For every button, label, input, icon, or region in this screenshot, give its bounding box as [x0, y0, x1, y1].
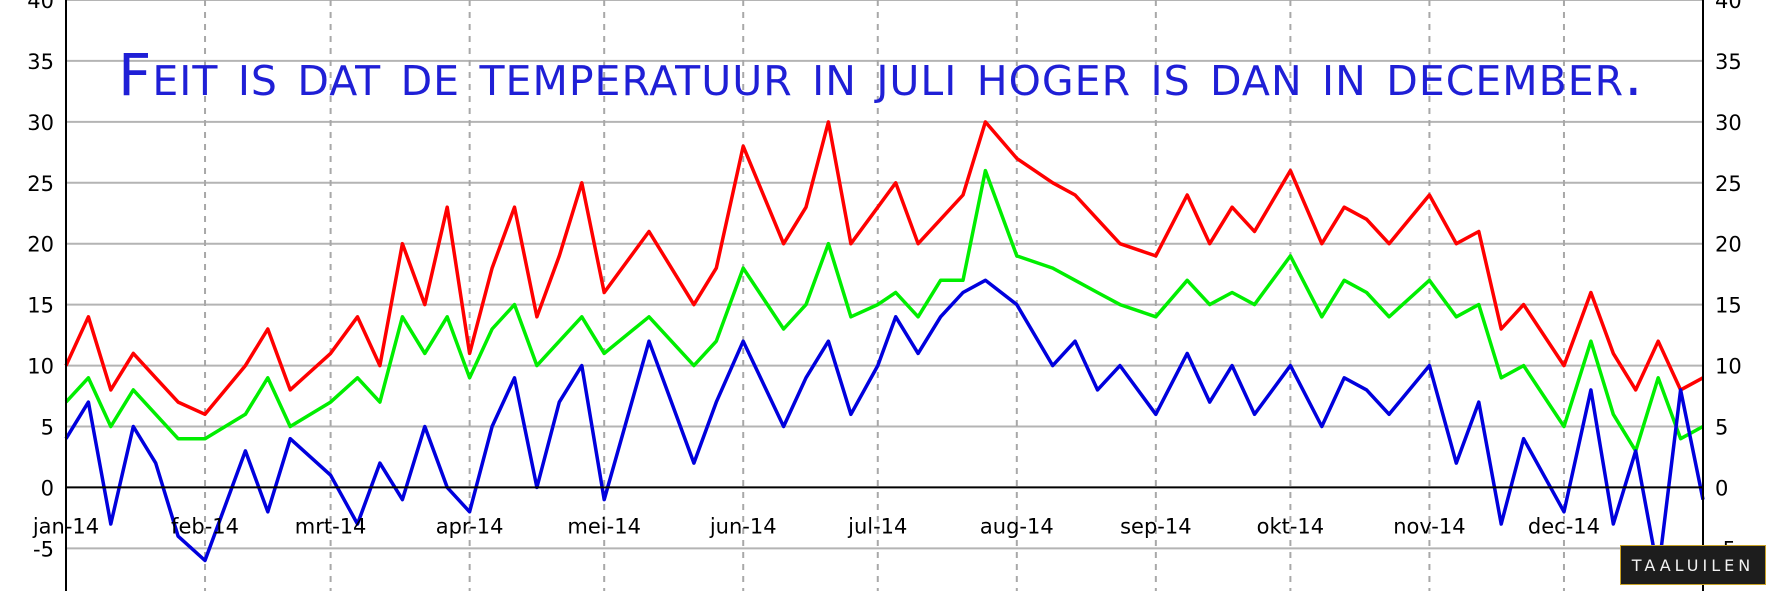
y-tick-label-left: 10	[27, 355, 54, 379]
y-axis-left-tick-labels: -5 0 5 10 15 20 25 30 35 40	[27, 0, 54, 561]
y-tick-label-right: 15	[1715, 294, 1742, 318]
y-tick-label-left: 35	[27, 50, 54, 74]
headline-caption: Feit is dat de temperatuur in juli hoger…	[118, 41, 1644, 109]
watermark-logo: TAALUILEN	[1620, 545, 1766, 585]
series-line-mean	[64, 168, 1704, 453]
x-axis-tick-labels: jan-14 feb-14 mrt-14 apr-14 mei-14 jun-14 jul-…	[32, 514, 1600, 538]
y-tick-label-right: 20	[1715, 233, 1742, 257]
y-tick-label-right: 25	[1715, 172, 1742, 196]
y-tick-label-right: 30	[1715, 111, 1742, 135]
horizontal-gridlines	[66, 0, 1703, 550]
x-tick-label: jul-14	[847, 514, 907, 538]
y-tick-label-right: 10	[1715, 355, 1742, 379]
y-tick-label-right: 0	[1715, 476, 1728, 500]
x-tick-label: jan-14	[32, 514, 99, 538]
y-tick-label-left: 0	[41, 476, 54, 500]
x-tick-label: dec-14	[1528, 514, 1600, 538]
y-tick-label-right: 5	[1715, 415, 1728, 439]
x-tick-label: aug-14	[980, 514, 1054, 538]
series-line-max	[64, 120, 1704, 417]
series-lines	[64, 120, 1705, 575]
x-tick-label: mrt-14	[295, 514, 367, 538]
y-tick-label-left: 5	[41, 415, 54, 439]
y-tick-label-left: -5	[33, 537, 54, 561]
x-tick-label: feb-14	[171, 514, 239, 538]
y-tick-label-right: 40	[1715, 0, 1742, 13]
y-tick-label-right: 35	[1715, 50, 1742, 74]
x-tick-label: okt-14	[1257, 514, 1325, 538]
y-tick-label-left: 20	[27, 233, 54, 257]
x-tick-label: nov-14	[1393, 514, 1465, 538]
axes	[65, 0, 1704, 591]
x-tick-label: mei-14	[567, 514, 641, 538]
x-tick-label: jun-14	[709, 514, 777, 538]
x-tick-label: sep-14	[1120, 514, 1192, 538]
y-tick-label-left: 30	[27, 111, 54, 135]
x-tick-label: apr-14	[436, 514, 504, 538]
y-tick-label-left: 15	[27, 294, 54, 318]
series-line-min	[64, 278, 1705, 575]
y-tick-label-left: 25	[27, 172, 54, 196]
y-tick-label-left: 40	[27, 0, 54, 13]
